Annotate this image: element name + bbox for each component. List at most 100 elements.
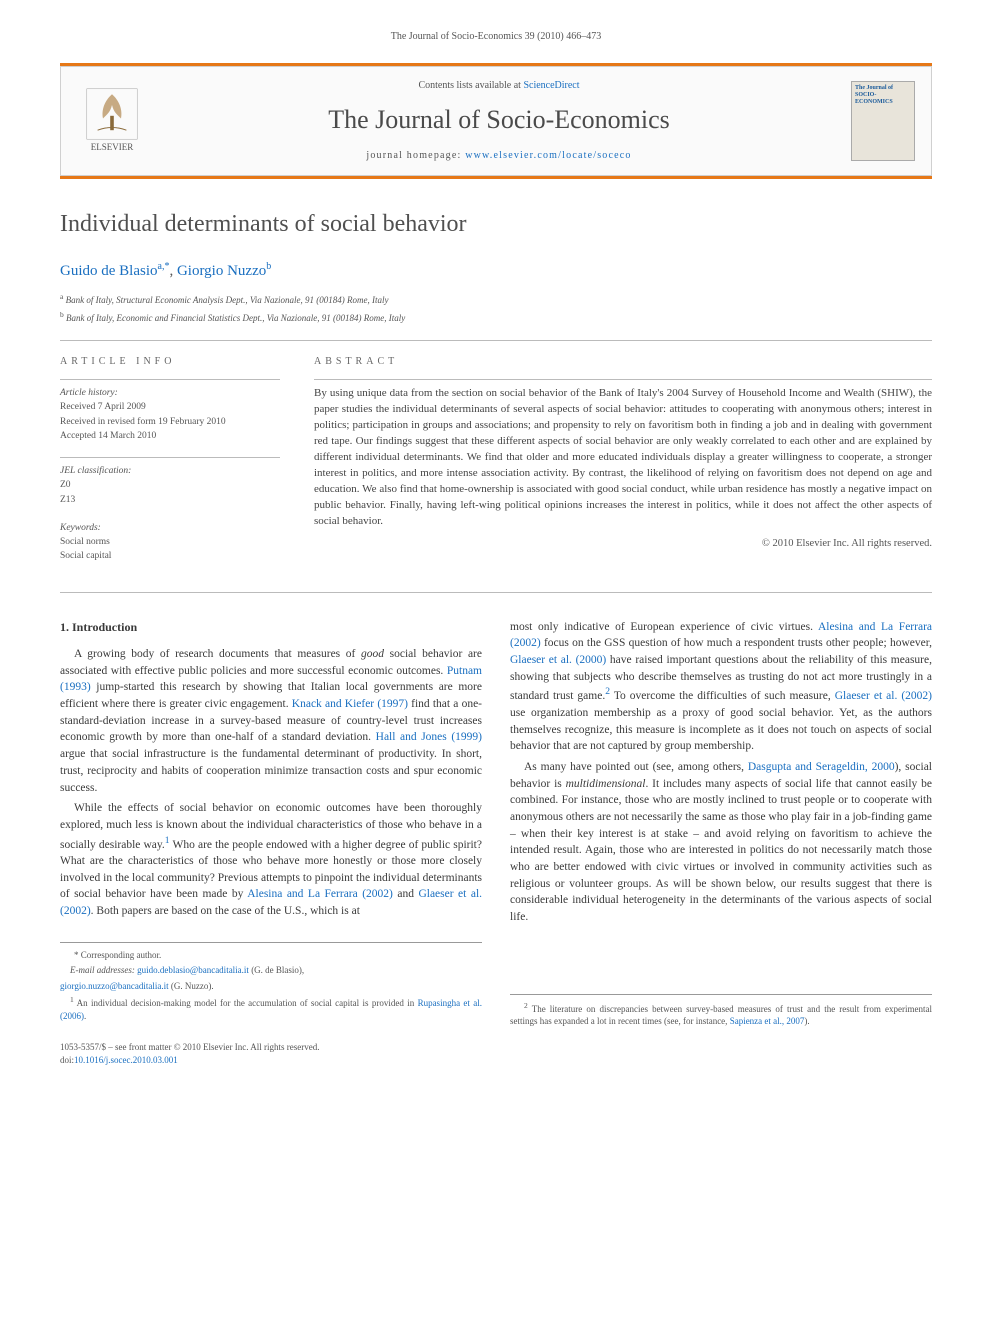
homepage-link[interactable]: www.elsevier.com/locate/soceco (465, 150, 631, 161)
journal-title: The Journal of Socio-Economics (163, 101, 835, 139)
text-run: and (393, 888, 419, 900)
text-run: focus on the GSS question of how much a … (541, 637, 932, 649)
text-run: To overcome the difficulties of such mea… (610, 690, 835, 702)
history-item: Accepted 14 March 2010 (60, 429, 280, 443)
text-run: (G. Nuzzo). (169, 981, 214, 991)
info-hr-1 (60, 379, 280, 380)
divider-top (60, 340, 932, 341)
article-info-heading: ARTICLE INFO (60, 355, 280, 370)
issn-line: 1053-5357/$ – see front matter © 2010 El… (60, 1041, 482, 1054)
doi-line: doi:10.1016/j.socec.2010.03.001 (60, 1054, 482, 1067)
email-label: E-mail addresses: (70, 965, 137, 975)
affiliation-b: b Bank of Italy, Economic and Financial … (60, 309, 932, 326)
text-run: argue that social infrastructure is the … (60, 748, 482, 793)
author-link-b[interactable]: Giorgio Nuzzo (177, 263, 266, 279)
history-item: Received in revised form 19 February 201… (60, 415, 280, 429)
text-run: . It includes many aspects of social lif… (510, 778, 932, 923)
cover-title: The Journal of SOCIO-ECONOMICS (855, 85, 911, 107)
keywords-block: Keywords: Social norms Social capital (60, 521, 280, 564)
email-line: E-mail addresses: guido.deblasio@bancadi… (60, 964, 482, 977)
affiliation-a: a Bank of Italy, Structural Economic Ana… (60, 291, 932, 308)
abstract-heading: ABSTRACT (314, 355, 932, 370)
citation-link[interactable]: Alesina and La Ferrara (2002) (247, 888, 393, 900)
right-column: most only indicative of European experie… (510, 619, 932, 1067)
author-sup-b: b (266, 261, 271, 272)
keyword: Social norms (60, 535, 280, 549)
history-item: Received 7 April 2009 (60, 400, 280, 414)
text-run: The literature on discrepancies between … (510, 1004, 932, 1027)
paragraph: As many have pointed out (see, among oth… (510, 759, 932, 926)
text-run: An individual decision-making model for … (74, 998, 418, 1008)
emphasis: multidimensional (566, 778, 646, 790)
text-run: As many have pointed out (see, among oth… (524, 761, 748, 773)
text-run: most only indicative of European experie… (510, 621, 818, 633)
author-list: Guido de Blasioa,*, Giorgio Nuzzob (60, 260, 932, 283)
abs-hr (314, 379, 932, 380)
banner-center: Contents lists available at ScienceDirec… (163, 79, 835, 164)
doi-link[interactable]: 10.1016/j.socec.2010.03.001 (74, 1055, 178, 1065)
sciencedirect-link[interactable]: ScienceDirect (523, 80, 579, 91)
affil-text-b: Bank of Italy, Economic and Financial St… (66, 313, 405, 323)
paragraph: A growing body of research documents tha… (60, 646, 482, 796)
citation-link[interactable]: Glaeser et al. (2000) (510, 654, 606, 666)
jel-code: Z0 (60, 478, 280, 492)
homepage-line: journal homepage: www.elsevier.com/locat… (163, 149, 835, 164)
page-footer: 1053-5357/$ – see front matter © 2010 El… (60, 1041, 482, 1067)
footnote-2: 2 The literature on discrepancies betwee… (510, 1001, 932, 1028)
jel-code: Z13 (60, 493, 280, 507)
affil-sup-a: a (60, 292, 63, 301)
article-history: Article history: Received 7 April 2009 R… (60, 386, 280, 443)
citation-link[interactable]: Glaeser et al. (2002) (835, 690, 932, 702)
journal-cover-thumbnail: The Journal of SOCIO-ECONOMICS (851, 81, 915, 161)
abstract-copyright: © 2010 Elsevier Inc. All rights reserved… (314, 536, 932, 551)
article-title: Individual determinants of social behavi… (60, 207, 932, 242)
homepage-prefix: journal homepage: (366, 150, 465, 161)
text-run: . Both papers are based on the case of t… (91, 905, 360, 917)
email-line-2: giorgio.nuzzo@bancaditalia.it (G. Nuzzo)… (60, 980, 482, 993)
affil-sup-b: b (60, 310, 64, 319)
tree-icon (85, 87, 139, 141)
email-link[interactable]: guido.deblasio@bancaditalia.it (137, 965, 249, 975)
contents-prefix: Contents lists available at (418, 80, 523, 91)
author-sep: , (169, 263, 177, 279)
contents-list-line: Contents lists available at ScienceDirec… (163, 79, 835, 94)
publisher-logo: ELSEVIER (77, 81, 147, 161)
accent-bar-bottom (60, 176, 932, 179)
right-footnotes: 2 The literature on discrepancies betwee… (510, 994, 932, 1028)
author-link-a[interactable]: Guido de Blasio (60, 263, 158, 279)
body-columns: 1. Introduction A growing body of resear… (60, 619, 932, 1067)
info-hr-2 (60, 457, 280, 458)
history-label: Article history: (60, 386, 280, 400)
citation-link[interactable]: Dasgupta and Serageldin, 2000 (748, 761, 895, 773)
journal-banner: ELSEVIER Contents lists available at Sci… (60, 66, 932, 177)
text-run: (G. de Blasio), (249, 965, 304, 975)
footnote-1: 1 An individual decision-making model fo… (60, 995, 482, 1022)
abstract-column: ABSTRACT By using unique data from the s… (314, 355, 932, 578)
left-column: 1. Introduction A growing body of resear… (60, 619, 482, 1067)
section-heading: 1. Introduction (60, 619, 482, 636)
citation-link[interactable]: Sapienza et al., 2007 (730, 1016, 805, 1026)
jel-label: JEL classification: (60, 464, 280, 478)
corresponding-author: * Corresponding author. (60, 949, 482, 962)
article-info-column: ARTICLE INFO Article history: Received 7… (60, 355, 280, 578)
affil-text-a: Bank of Italy, Structural Economic Analy… (66, 295, 389, 305)
text-run: . (84, 1011, 86, 1021)
abstract-text: By using unique data from the section on… (314, 386, 932, 529)
email-link[interactable]: giorgio.nuzzo@bancaditalia.it (60, 981, 169, 991)
left-footnotes: * Corresponding author. E-mail addresses… (60, 942, 482, 1023)
emphasis: good (361, 648, 384, 660)
citation-link[interactable]: Knack and Kiefer (1997) (292, 698, 408, 710)
text-run: use organization membership as a proxy o… (510, 707, 932, 752)
publisher-name: ELSEVIER (91, 141, 134, 154)
keyword: Social capital (60, 549, 280, 563)
paragraph: While the effects of social behavior on … (60, 800, 482, 920)
info-abstract-row: ARTICLE INFO Article history: Received 7… (60, 355, 932, 578)
running-head: The Journal of Socio-Economics 39 (2010)… (60, 30, 932, 45)
jel-block: JEL classification: Z0 Z13 (60, 464, 280, 507)
citation-link[interactable]: Hall and Jones (1999) (376, 731, 482, 743)
text-run: A growing body of research documents tha… (74, 648, 361, 660)
keywords-label: Keywords: (60, 521, 280, 535)
doi-prefix: doi: (60, 1055, 74, 1065)
paragraph: most only indicative of European experie… (510, 619, 932, 755)
author-sup-a: a,* (158, 261, 170, 272)
